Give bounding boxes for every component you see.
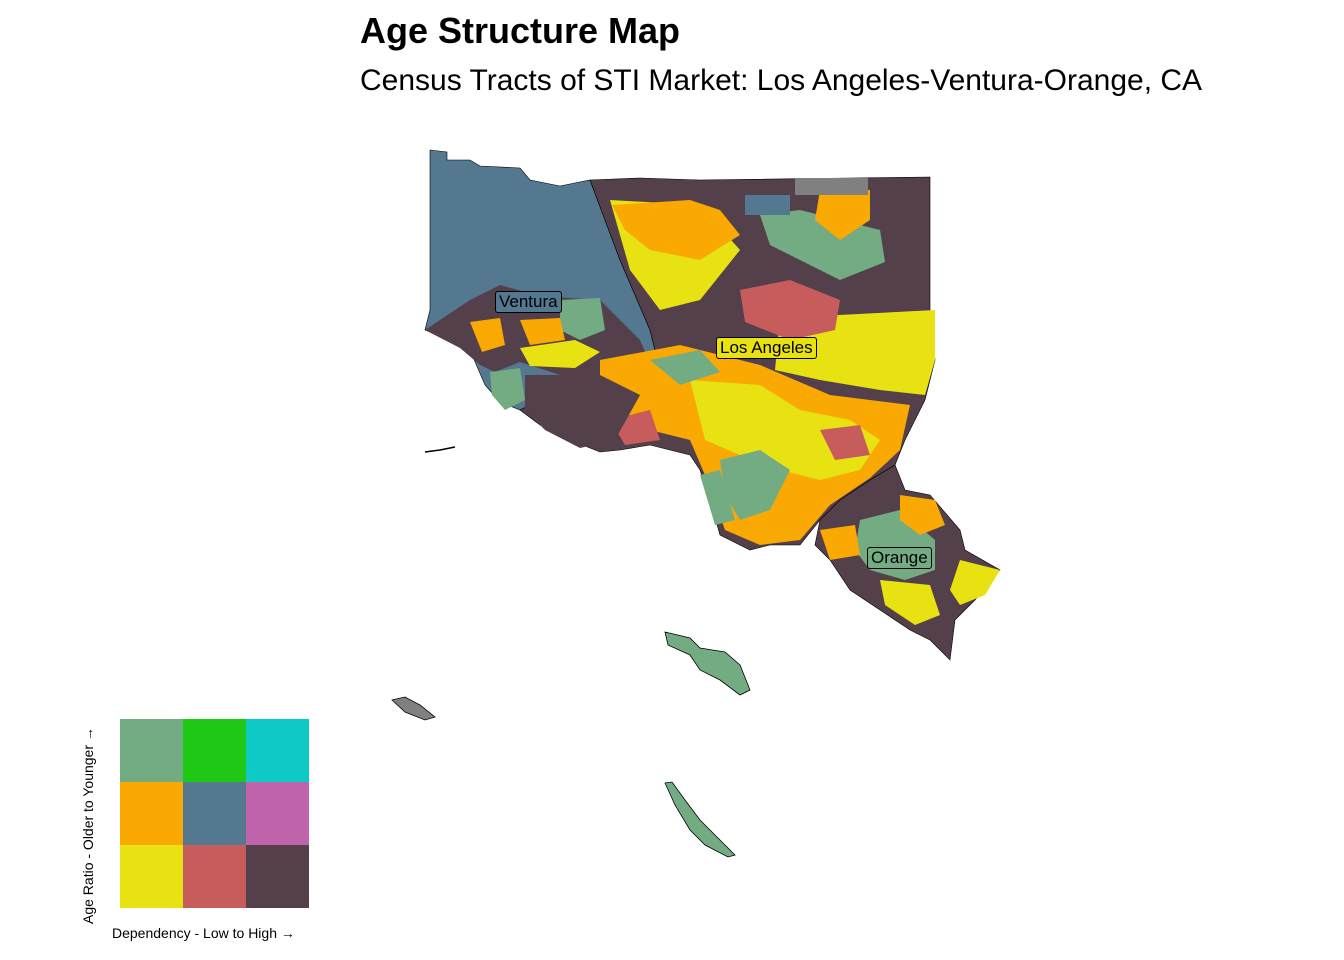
la-gray-nodata <box>795 178 868 195</box>
ventura-coast-teal <box>490 368 525 410</box>
legend-cell-r3c3 <box>246 845 309 908</box>
legend-cell-r3c1 <box>120 845 183 908</box>
orange-yellow-region <box>950 560 1000 605</box>
la-red-mountain <box>740 280 840 340</box>
la-blue-cluster <box>745 195 790 215</box>
legend-cell-r1c3 <box>246 719 309 782</box>
la-basin-teal <box>650 350 790 520</box>
legend-y-axis-label: Age Ratio - Older to Younger → <box>80 727 96 924</box>
legend-cell-r3c2 <box>183 845 246 908</box>
ventura-orange-region <box>470 318 565 352</box>
la-basin-red <box>610 410 870 460</box>
la-orange-north <box>815 190 870 240</box>
ventura-teal-region <box>560 298 605 340</box>
legend-cell-r2c3 <box>246 782 309 845</box>
legend-cell-r2c1 <box>120 782 183 845</box>
legend-cell-r2c2 <box>183 782 246 845</box>
la-orange-desert <box>612 200 740 260</box>
legend-x-axis-label: Dependency - Low to High → <box>112 925 295 941</box>
county-label-orange: Orange <box>867 547 932 569</box>
santa-barbara-island <box>391 696 436 721</box>
anacapa-island <box>424 446 456 453</box>
orange-orange-region <box>820 495 945 560</box>
la-coast-teal <box>700 470 735 525</box>
san-clemente-island <box>664 781 736 858</box>
county-label-los-angeles: Los Angeles <box>716 337 817 359</box>
catalina-island <box>664 631 751 696</box>
bivariate-legend <box>120 719 309 908</box>
map-title: Age Structure Map <box>360 10 681 51</box>
county-label-ventura: Ventura <box>495 291 562 313</box>
la-santa-monica-dark <box>525 375 640 448</box>
legend-cell-r1c1 <box>120 719 183 782</box>
orange-coast-mix <box>880 580 940 625</box>
ventura-yellow-region <box>520 340 600 368</box>
legend-cell-r1c2 <box>183 719 246 782</box>
map-subtitle: Census Tracts of STI Market: Los Angeles… <box>360 64 1203 97</box>
